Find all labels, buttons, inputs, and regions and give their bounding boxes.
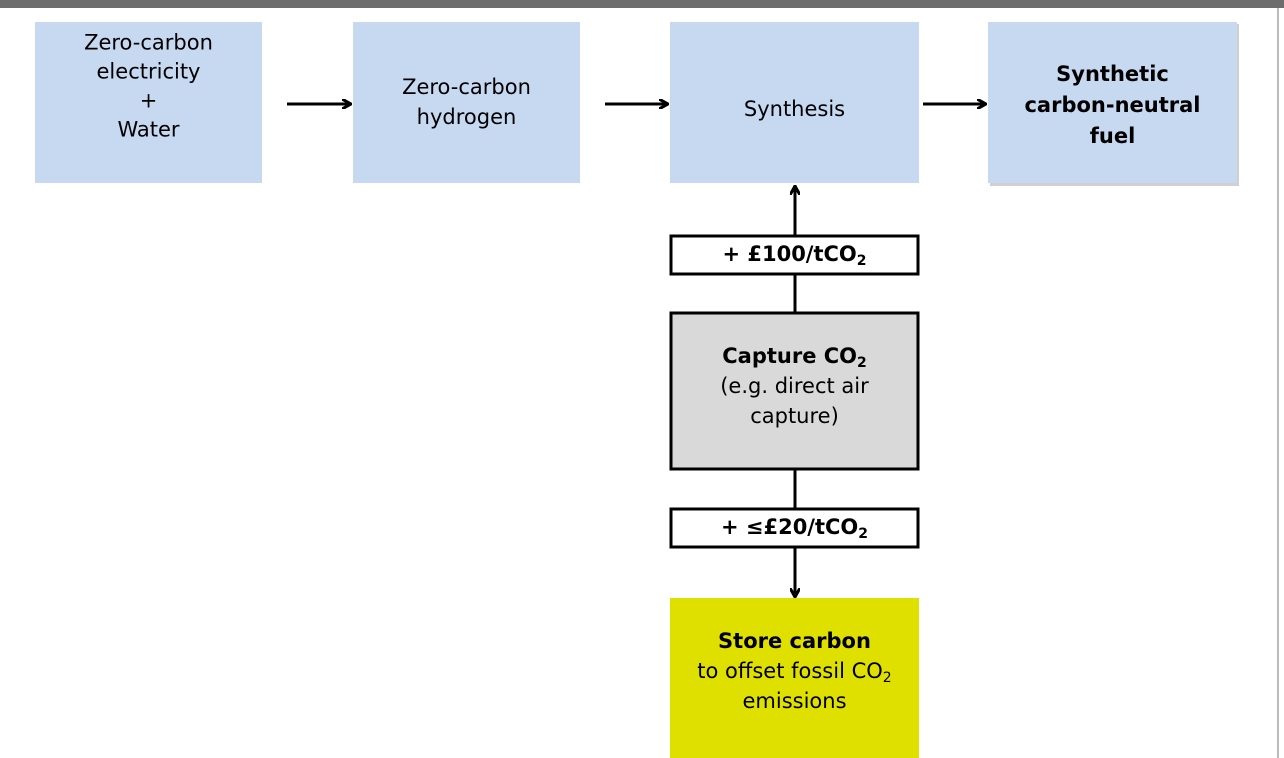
label-text: hydrogen bbox=[417, 105, 517, 129]
label-text: emissions bbox=[742, 689, 846, 713]
node-label: capture) bbox=[750, 404, 839, 428]
label-subscript: 2 bbox=[857, 253, 867, 269]
label-text: Zero-carbon bbox=[84, 31, 213, 55]
label-text: + £100/tCO bbox=[722, 242, 856, 266]
process-box bbox=[670, 22, 919, 183]
label-subscript: 2 bbox=[858, 526, 868, 542]
label-text: capture) bbox=[750, 404, 839, 428]
label-text: carbon-neutral bbox=[1024, 93, 1200, 117]
node-label: Store carbon bbox=[718, 629, 871, 653]
node-label: emissions bbox=[742, 689, 846, 713]
node-label: (e.g. direct air bbox=[720, 374, 869, 398]
label-text: Synthesis bbox=[744, 97, 845, 121]
node-label: Synthesis bbox=[744, 97, 845, 121]
node-label: fuel bbox=[1090, 124, 1136, 148]
label-text: (e.g. direct air bbox=[720, 374, 869, 398]
node-label: Synthetic bbox=[1056, 62, 1169, 86]
node-label: electricity bbox=[97, 60, 201, 84]
label-text: Water bbox=[117, 118, 179, 142]
capture-box bbox=[669, 311, 920, 471]
label-subscript: 2 bbox=[857, 355, 867, 371]
node-label: carbon-neutral bbox=[1024, 93, 1200, 117]
storage-box bbox=[670, 598, 919, 758]
node-label: + ≤£20/tCO2 bbox=[721, 515, 868, 542]
process-box bbox=[35, 22, 262, 183]
node-label: Zero-carbon bbox=[84, 31, 213, 55]
label-text: Synthetic bbox=[1056, 62, 1169, 86]
label-text: fuel bbox=[1090, 124, 1136, 148]
node-label: Capture CO2 bbox=[722, 344, 867, 371]
top-bar bbox=[0, 0, 1284, 8]
node-label: + bbox=[140, 89, 158, 113]
node-label: to offset fossil CO2 bbox=[697, 659, 891, 686]
label-text: to offset fossil CO bbox=[697, 659, 883, 683]
node-label: Water bbox=[117, 118, 179, 142]
label-text: + bbox=[140, 89, 158, 113]
cost-box bbox=[669, 507, 920, 549]
node-label: + £100/tCO2 bbox=[722, 242, 866, 269]
label-text: Zero-carbon bbox=[402, 75, 531, 99]
output-box bbox=[988, 22, 1237, 183]
cost-box bbox=[669, 234, 920, 276]
label-text: Store carbon bbox=[718, 629, 871, 653]
process-box bbox=[353, 22, 580, 183]
label-text: + ≤£20/tCO bbox=[721, 515, 858, 539]
node-label: hydrogen bbox=[417, 105, 517, 129]
label-text: Capture CO bbox=[722, 344, 857, 368]
node-label: Zero-carbon bbox=[402, 75, 531, 99]
label-text: electricity bbox=[97, 60, 201, 84]
label-subscript: 2 bbox=[883, 670, 892, 686]
